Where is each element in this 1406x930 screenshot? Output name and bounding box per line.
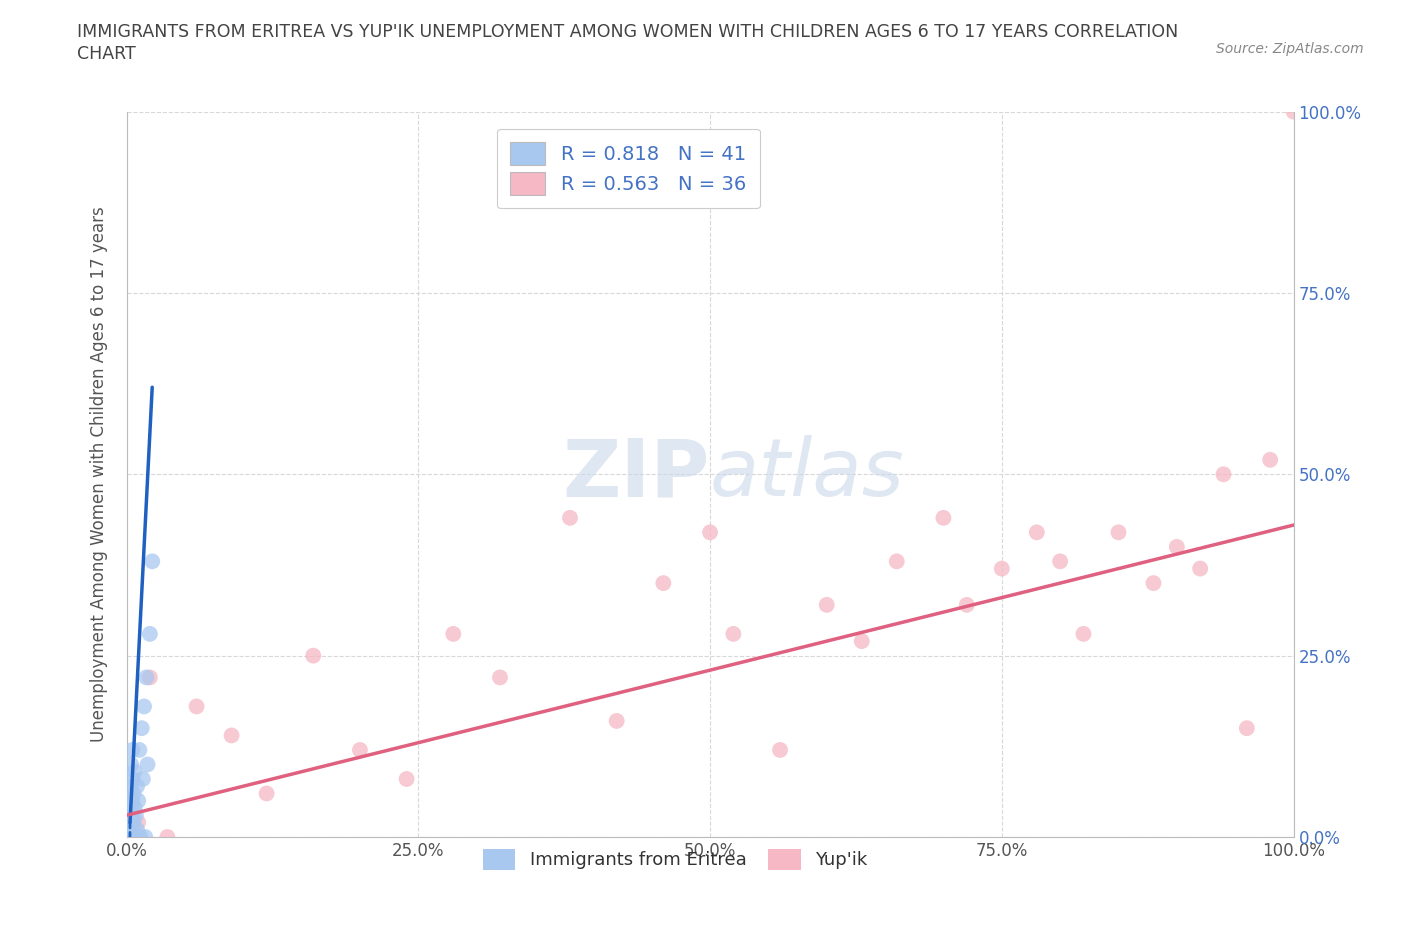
Point (395, 772, 418, 787)
Point (1189, 561, 1212, 576)
Point (124, 830, 146, 844)
Point (121, 793, 143, 808)
Point (956, 597, 979, 612)
Point (131, 721, 153, 736)
Point (120, 808, 142, 823)
Point (122, 830, 145, 844)
Point (122, 815, 145, 830)
Point (1166, 539, 1188, 554)
Point (1142, 576, 1164, 591)
Point (118, 793, 141, 808)
Point (1212, 467, 1234, 482)
Point (125, 778, 148, 793)
Point (135, 670, 157, 684)
Point (769, 742, 792, 757)
Point (132, 699, 155, 714)
Point (120, 822, 142, 837)
Point (139, 627, 162, 642)
Point (128, 742, 150, 757)
Point (124, 801, 146, 816)
Point (125, 822, 148, 837)
Point (118, 830, 141, 844)
Point (990, 561, 1012, 576)
Point (120, 815, 142, 830)
Point (127, 830, 149, 844)
Point (606, 713, 628, 728)
Point (120, 757, 142, 772)
Point (139, 670, 162, 684)
Point (118, 815, 141, 830)
Text: atlas: atlas (710, 435, 905, 513)
Point (349, 742, 371, 757)
Y-axis label: Unemployment Among Women with Children Ages 6 to 17 years: Unemployment Among Women with Children A… (90, 206, 108, 742)
Point (134, 830, 156, 844)
Point (256, 786, 278, 801)
Point (136, 757, 159, 772)
Legend: Immigrants from Eritrea, Yup'ik: Immigrants from Eritrea, Yup'ik (474, 840, 876, 879)
Point (1258, 452, 1281, 467)
Point (118, 822, 141, 837)
Point (652, 576, 675, 591)
Point (118, 830, 141, 844)
Point (124, 764, 146, 779)
Point (1108, 525, 1130, 539)
Text: ZIP: ZIP (562, 435, 710, 513)
Point (121, 772, 143, 787)
Point (122, 786, 145, 801)
Point (558, 511, 581, 525)
Point (815, 597, 838, 612)
Point (851, 633, 873, 648)
Text: IMMIGRANTS FROM ERITREA VS YUP'IK UNEMPLOYMENT AMONG WOMEN WITH CHILDREN AGES 6 : IMMIGRANTS FROM ERITREA VS YUP'IK UNEMPL… (77, 23, 1178, 41)
Point (120, 830, 142, 844)
Point (121, 830, 143, 844)
Point (302, 648, 325, 663)
Point (122, 830, 145, 844)
Point (1236, 721, 1258, 736)
Point (132, 772, 155, 787)
Point (127, 815, 149, 830)
Point (127, 793, 149, 808)
Point (156, 830, 179, 844)
Point (141, 554, 163, 569)
Point (932, 511, 955, 525)
Point (129, 830, 152, 844)
Point (121, 742, 143, 757)
Point (723, 627, 745, 642)
Point (121, 822, 143, 837)
Point (118, 822, 141, 837)
Point (699, 525, 721, 539)
Text: CHART: CHART (77, 45, 136, 62)
Point (120, 778, 142, 793)
Point (120, 830, 142, 844)
Point (441, 627, 464, 642)
Point (1282, 104, 1305, 119)
Point (1073, 627, 1095, 642)
Point (221, 728, 243, 743)
Text: Source: ZipAtlas.com: Source: ZipAtlas.com (1216, 42, 1364, 56)
Point (118, 808, 141, 823)
Point (121, 808, 143, 823)
Point (186, 699, 208, 714)
Point (489, 670, 512, 684)
Point (1049, 554, 1071, 569)
Point (125, 808, 148, 823)
Point (125, 830, 148, 844)
Point (1025, 525, 1047, 539)
Point (886, 554, 908, 569)
